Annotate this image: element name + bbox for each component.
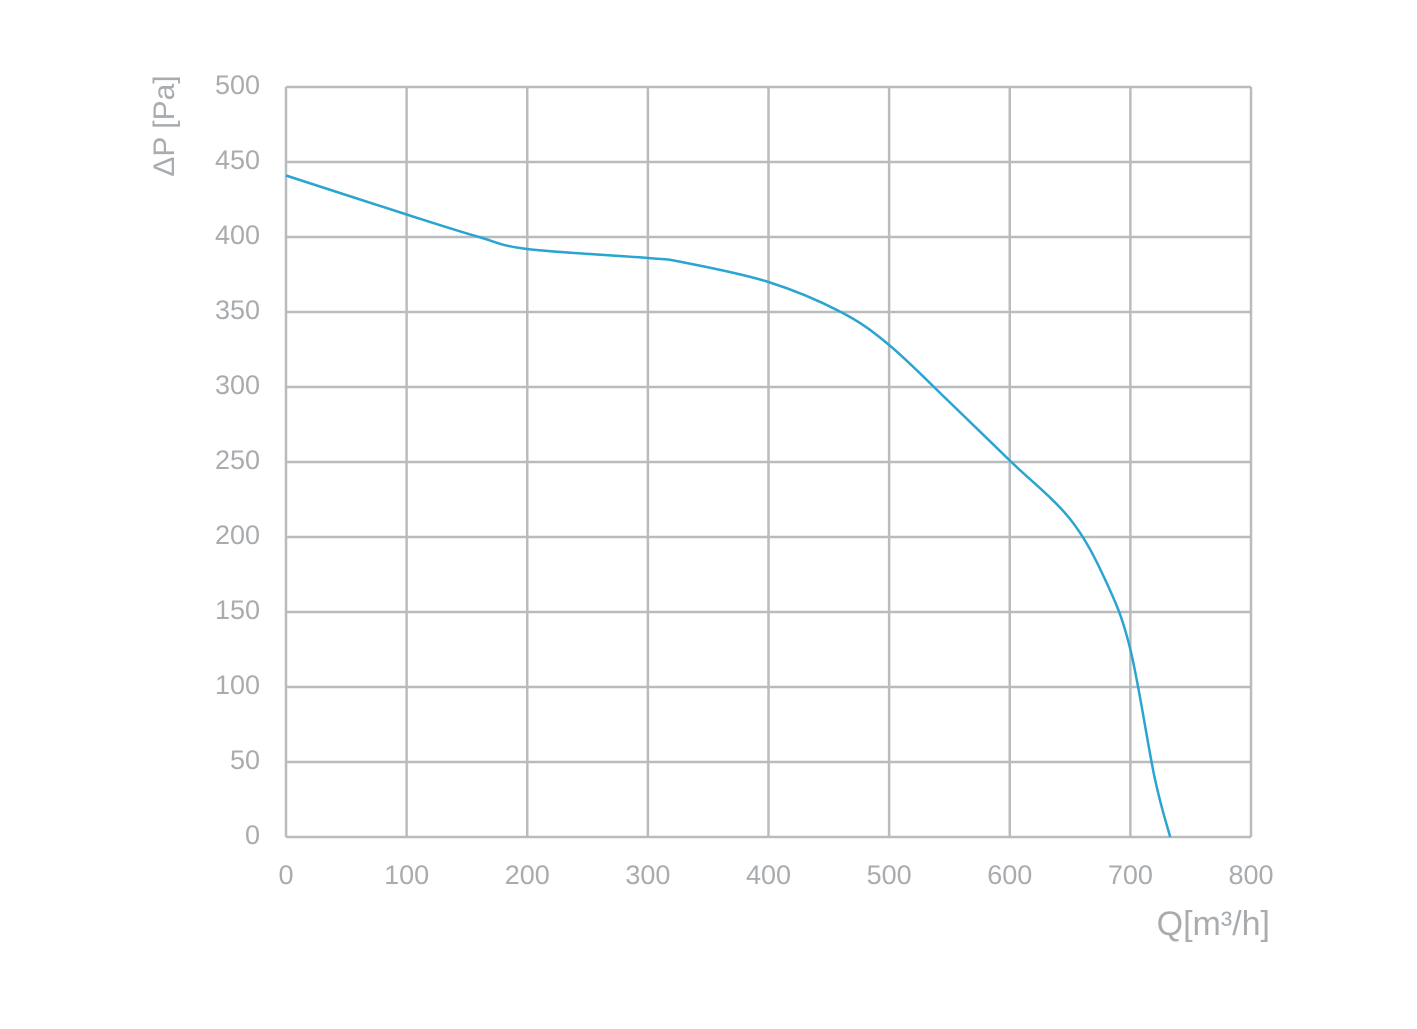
- y-tick-label: 300: [215, 370, 260, 400]
- x-tick-label: 0: [278, 860, 293, 890]
- x-tick-label: 200: [505, 860, 550, 890]
- x-tick-label: 700: [1108, 860, 1153, 890]
- y-tick-label: 150: [215, 595, 260, 625]
- y-tick-label: 50: [230, 745, 260, 775]
- y-tick-label: 250: [215, 445, 260, 475]
- y-tick-label: 100: [215, 670, 260, 700]
- y-tick-label: 400: [215, 220, 260, 250]
- x-tick-label: 100: [384, 860, 429, 890]
- x-tick-label: 600: [987, 860, 1032, 890]
- y-axis-label: ΔP [Pa]: [148, 75, 181, 176]
- x-tick-label: 800: [1228, 860, 1273, 890]
- x-axis-label: Q[m³/h]: [1157, 905, 1270, 943]
- curve: [285, 174, 1172, 838]
- y-tick-label: 500: [215, 70, 260, 100]
- y-tick-label: 350: [215, 295, 260, 325]
- x-tick-label: 500: [867, 860, 912, 890]
- y-tick-label: 450: [215, 145, 260, 175]
- x-tick-label: 400: [746, 860, 791, 890]
- x-tick-label: 300: [625, 860, 670, 890]
- y-tick-label: 0: [245, 820, 260, 850]
- y-tick-label: 200: [215, 520, 260, 550]
